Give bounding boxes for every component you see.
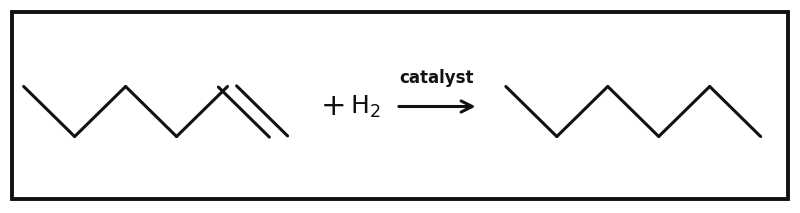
Text: +: + xyxy=(321,92,346,121)
Text: H$_2$: H$_2$ xyxy=(350,93,380,120)
Text: catalyst: catalyst xyxy=(399,69,474,88)
